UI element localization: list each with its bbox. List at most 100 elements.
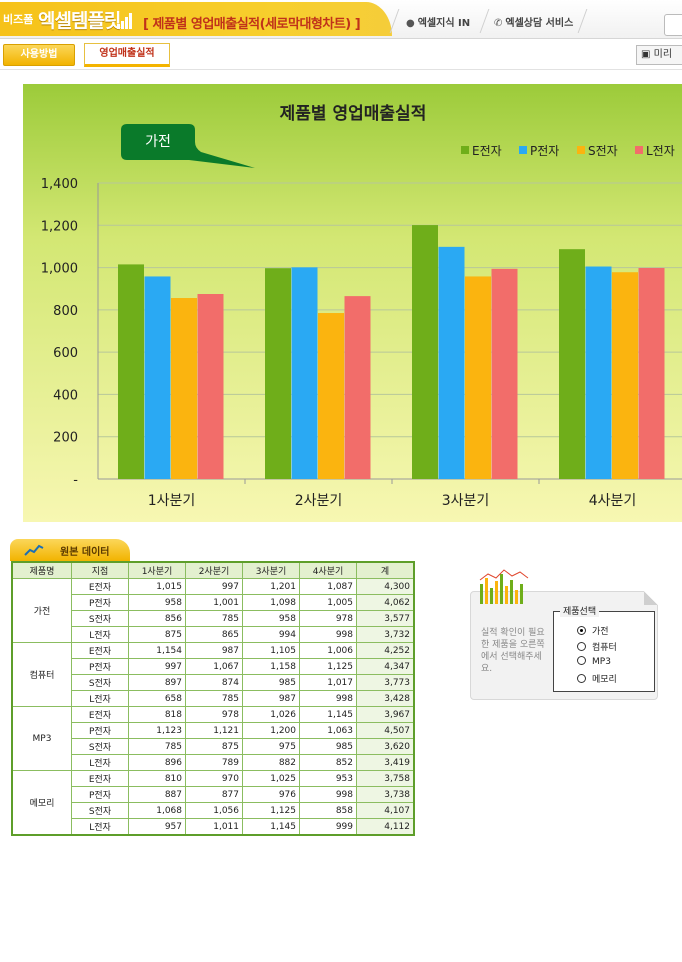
value-cell: 875 — [185, 738, 243, 755]
callout-bubble — [121, 124, 255, 168]
branch-cell: E전자 — [71, 578, 129, 595]
table-row: MP3 E전자 818 978 1,026 1,145 3,967 — [11, 706, 415, 771]
column-header: 4사분기 — [299, 561, 357, 579]
radio-label: 메모리 — [592, 675, 617, 685]
product-category-cell: 컴퓨터 — [11, 642, 72, 707]
value-cell: 958 — [242, 610, 300, 627]
mini-chart-icon — [479, 569, 529, 604]
branch-cell: L전자 — [71, 818, 129, 836]
value-cell: 1,067 — [185, 658, 243, 675]
value-cell: 1,001 — [185, 594, 243, 611]
total-cell: 3,773 — [356, 674, 415, 691]
value-cell: 1,154 — [128, 642, 186, 659]
branch-cell: E전자 — [71, 706, 129, 723]
radio-unchecked-icon[interactable] — [577, 642, 586, 651]
sales-chart[interactable]: 제품별 영업매출실적 가전 E전자 P전자 S전자 L전자 - 200 400 600 800… — [23, 84, 682, 522]
table-row: L전자 957 1,011 1,145 999 4,112 — [12, 818, 415, 836]
table-row: L전자 875 865 994 998 3,732 — [12, 626, 415, 643]
branch-cell: L전자 — [71, 626, 129, 643]
value-cell: 658 — [128, 690, 186, 707]
branch-cell: P전자 — [71, 594, 129, 611]
radio-unchecked-icon[interactable] — [577, 656, 586, 665]
value-cell: 1,006 — [299, 642, 357, 659]
radio-checked-icon[interactable] — [577, 626, 586, 635]
chart-title: 제품별 영업매출실적 — [280, 104, 427, 124]
table-header-row: 제품명 지점 1사분기 2사분기 3사분기 4사분기 계 — [11, 561, 415, 579]
value-cell: 1,098 — [242, 594, 300, 611]
y-tick-label: 800 — [53, 304, 78, 319]
page-fold-decoration — [644, 591, 658, 605]
value-cell: 896 — [128, 754, 186, 771]
value-cell: 1,068 — [128, 802, 186, 819]
monitor-icon: ▣ — [641, 49, 651, 60]
branch-cell: L전자 — [71, 754, 129, 771]
source-data-tab[interactable]: 원본 데이터 — [10, 539, 130, 561]
table-row: S전자 856 785 958 978 3,577 — [12, 610, 415, 627]
source-data-label: 원본 데이터 — [60, 547, 110, 558]
preview-button[interactable]: ▣ 미리 — [636, 45, 682, 65]
table-row: S전자 785 875 975 985 3,620 — [12, 738, 415, 755]
y-tick-label: 1,400 — [41, 177, 78, 192]
bar-L전자-2사분기 — [344, 296, 371, 479]
total-cell: 3,967 — [356, 706, 415, 723]
preview-label: 미리 — [653, 49, 673, 60]
value-cell: 1,145 — [242, 818, 300, 836]
product-category-cell: MP3 — [11, 706, 72, 771]
value-cell: 975 — [242, 738, 300, 755]
value-cell: 856 — [128, 610, 186, 627]
value-cell: 994 — [242, 626, 300, 643]
radio-unchecked-icon[interactable] — [577, 674, 586, 683]
table-row: 컴퓨터 E전자 1,154 987 1,105 1,006 4,252 — [11, 642, 415, 707]
column-header: 제품명 — [11, 561, 72, 579]
value-cell: 897 — [128, 674, 186, 691]
radio-option[interactable]: MP3 — [577, 656, 611, 667]
radio-option[interactable]: 메모리 — [577, 672, 617, 685]
value-cell: 810 — [128, 770, 186, 787]
value-cell: 978 — [185, 706, 243, 723]
legend-label: P전자 — [530, 144, 559, 158]
table-row: L전자 896 789 882 852 3,419 — [12, 754, 415, 771]
phone-icon: ✆ — [494, 18, 503, 29]
product-category-cell: 가전 — [11, 578, 72, 643]
radio-label: 가전 — [592, 627, 609, 637]
tab-sales-results[interactable]: 영업매출실적 — [84, 43, 170, 67]
radio-option[interactable]: 가전 — [577, 624, 609, 637]
branch-cell: E전자 — [71, 770, 129, 787]
x-tick-label: 1사분기 — [148, 493, 196, 509]
bar-chart-svg: 제품별 영업매출실적 가전 E전자 P전자 S전자 L전자 - 200 400 600 800… — [23, 84, 682, 522]
legend-label: S전자 — [588, 144, 618, 158]
y-tick-label: 1,000 — [41, 262, 78, 277]
brand-logo[interactable]: 엑셀템플릿 — [38, 10, 121, 32]
y-tick-label: 600 — [53, 346, 78, 361]
value-cell: 858 — [299, 802, 357, 819]
table-row: 메모리 E전자 810 970 1,025 953 3,758 — [11, 770, 415, 836]
column-header: 2사분기 — [185, 561, 243, 579]
excel-knowledge-link[interactable]: ● 엑셀지식 IN — [406, 18, 471, 29]
value-cell: 1,025 — [242, 770, 300, 787]
branch-cell: S전자 — [71, 802, 129, 819]
value-cell: 1,105 — [242, 642, 300, 659]
table-row: P전자 1,123 1,121 1,200 1,063 4,507 — [12, 722, 415, 739]
value-cell: 1,005 — [299, 594, 357, 611]
value-cell: 970 — [185, 770, 243, 787]
search-box[interactable] — [664, 14, 682, 36]
howto-button[interactable]: 사용방법 — [3, 44, 75, 66]
total-cell: 4,347 — [356, 658, 415, 675]
value-cell: 852 — [299, 754, 357, 771]
legend-label: L전자 — [646, 144, 675, 158]
x-axis-labels: 1사분기 2사분기 3사분기 4사분기 — [148, 479, 637, 509]
branch-cell: S전자 — [71, 610, 129, 627]
excel-consulting-link[interactable]: ✆ 엑셀상담 서비스 — [494, 18, 574, 29]
chart-legend: E전자 P전자 S전자 L전자 — [461, 144, 675, 158]
brand-logo-small[interactable]: 비즈폼 — [3, 13, 34, 26]
selector-description: 실적 확인이 필요한 제품을 오른쪽에서 선택해주세요. — [481, 628, 545, 674]
value-cell: 785 — [128, 738, 186, 755]
table-row: L전자 658 785 987 998 3,428 — [12, 690, 415, 707]
bar-S전자-3사분기 — [465, 276, 491, 479]
x-tick-label: 4사분기 — [589, 493, 637, 509]
value-cell: 985 — [242, 674, 300, 691]
total-cell: 4,300 — [356, 578, 415, 595]
radio-option[interactable]: 컴퓨터 — [577, 640, 617, 653]
bar-L전자-1사분기 — [197, 294, 224, 479]
bar-S전자-4사분기 — [612, 272, 638, 479]
